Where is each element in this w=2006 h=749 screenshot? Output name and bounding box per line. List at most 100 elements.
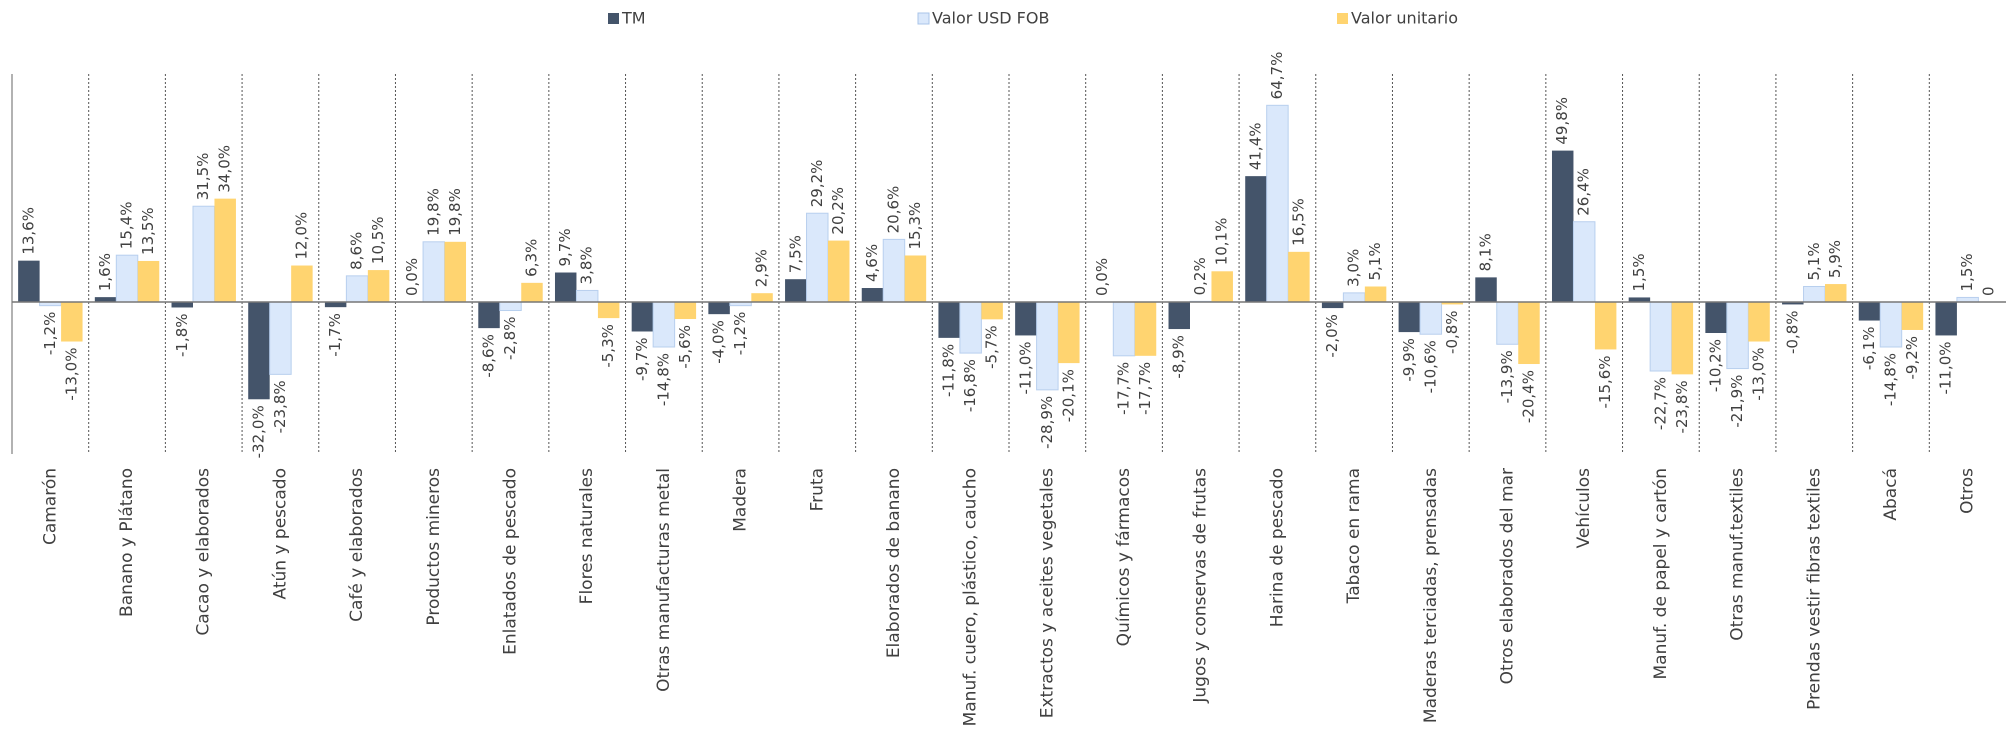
bar <box>422 241 446 303</box>
bar <box>1671 302 1694 375</box>
data-label: -5,7% <box>983 325 1001 369</box>
data-label: -23,8% <box>271 380 289 433</box>
data-label: 10,5% <box>369 216 387 264</box>
data-label: -0,8% <box>1443 310 1461 354</box>
x-tick-label: Abacá <box>1881 468 1901 521</box>
x-tick-label: Tabaco en rama <box>1344 468 1364 604</box>
data-label: -17,7% <box>1115 362 1133 415</box>
bar <box>652 301 676 348</box>
bar <box>828 240 850 302</box>
data-label: -8,9% <box>1170 335 1188 379</box>
data-label: -20,4% <box>1519 370 1537 423</box>
bar <box>367 270 390 302</box>
data-label: 49,8% <box>1553 97 1571 145</box>
bar <box>291 265 313 302</box>
bar <box>959 301 982 354</box>
data-label: 5,1% <box>1805 242 1823 280</box>
x-tick-label: Cacao y elaborados <box>194 468 214 636</box>
bar <box>1168 302 1190 330</box>
data-label: -13,9% <box>1498 350 1516 403</box>
bar <box>1245 176 1267 302</box>
x-tick-label: Otros elaborados del mar <box>1498 468 1518 684</box>
bar <box>444 241 467 302</box>
data-label: 19,8% <box>424 188 442 236</box>
x-tick-label: Flores naturales <box>577 468 597 604</box>
x-tick-label: Otros <box>1958 468 1978 514</box>
bar <box>1058 302 1080 364</box>
data-label: 31,5% <box>194 153 212 201</box>
bar <box>478 302 500 329</box>
bar <box>499 301 522 312</box>
data-label: 41,4% <box>1246 122 1264 170</box>
bar <box>1496 301 1519 345</box>
x-tick-label: Banano y Plátano <box>117 468 137 617</box>
bar <box>1015 302 1037 336</box>
data-label: 1,6% <box>96 253 114 291</box>
bar <box>938 302 960 338</box>
bar <box>631 302 654 332</box>
data-label: 0,2% <box>1191 257 1209 295</box>
data-label: -9,9% <box>1400 338 1418 382</box>
bar <box>861 288 884 302</box>
data-label: -20,1% <box>1059 369 1077 422</box>
data-label: -2,0% <box>1323 314 1341 358</box>
bar <box>597 302 620 319</box>
data-label: -1,8% <box>173 313 191 357</box>
data-label: 26,4% <box>1575 168 1593 216</box>
bar <box>1705 302 1727 334</box>
bar <box>981 302 1003 320</box>
data-label: 19,8% <box>446 188 464 236</box>
data-label: -0,8% <box>1783 310 1801 354</box>
data-label: -22,7% <box>1651 377 1669 430</box>
data-label: 13,6% <box>19 207 37 255</box>
data-label: 5,1% <box>1366 242 1384 280</box>
bar <box>1321 302 1344 309</box>
bar <box>882 238 906 303</box>
data-label: 29,2% <box>808 160 826 208</box>
bar <box>1134 302 1157 356</box>
bar <box>1518 302 1540 365</box>
data-label: 20,2% <box>829 187 847 235</box>
x-tick-label: Café y elaborados <box>347 468 367 622</box>
bar <box>904 255 927 302</box>
data-label: 20,6% <box>884 186 902 234</box>
x-tick-label: Madera <box>731 468 751 532</box>
data-label: 7,5% <box>786 235 804 273</box>
x-tick-label: Camarón <box>40 468 60 545</box>
data-label: -5,6% <box>676 325 694 369</box>
bar <box>137 260 160 302</box>
data-label: -14,8% <box>654 353 672 406</box>
data-label: -1,2% <box>731 312 749 356</box>
bar <box>1748 302 1770 342</box>
data-label: 8,1% <box>1477 233 1495 271</box>
data-label: -11,0% <box>1016 341 1034 394</box>
bar <box>324 302 347 308</box>
bar <box>1901 302 1924 330</box>
data-label: 9,7% <box>556 228 574 266</box>
data-label: -9,2% <box>1903 336 1921 380</box>
data-label: -15,6% <box>1596 355 1614 408</box>
x-tick-label: Enlatados de pescado <box>501 468 521 655</box>
data-label: -28,9% <box>1038 396 1056 449</box>
data-label: -16,8% <box>961 359 979 412</box>
bar <box>1288 251 1310 302</box>
bar <box>806 212 829 303</box>
bar <box>115 254 139 303</box>
data-label: 2,9% <box>753 249 771 287</box>
bar <box>61 302 83 342</box>
data-label: 1,5% <box>1958 253 1976 291</box>
bar <box>1803 285 1826 303</box>
data-label: 5,9% <box>1826 240 1844 278</box>
bar <box>708 302 730 315</box>
bar <box>1398 302 1421 333</box>
data-label: -13,0% <box>1750 348 1768 401</box>
data-label: -9,7% <box>633 337 651 381</box>
bar <box>1825 284 1847 302</box>
data-label: 15,4% <box>118 202 136 250</box>
data-label: -13,0% <box>62 348 80 401</box>
data-label: 0 <box>1980 286 1998 296</box>
x-tick-label: Manuf. de papel y cartón <box>1651 468 1671 680</box>
bar <box>1211 271 1233 302</box>
bar <box>1266 104 1289 303</box>
legend-swatch <box>917 12 930 25</box>
